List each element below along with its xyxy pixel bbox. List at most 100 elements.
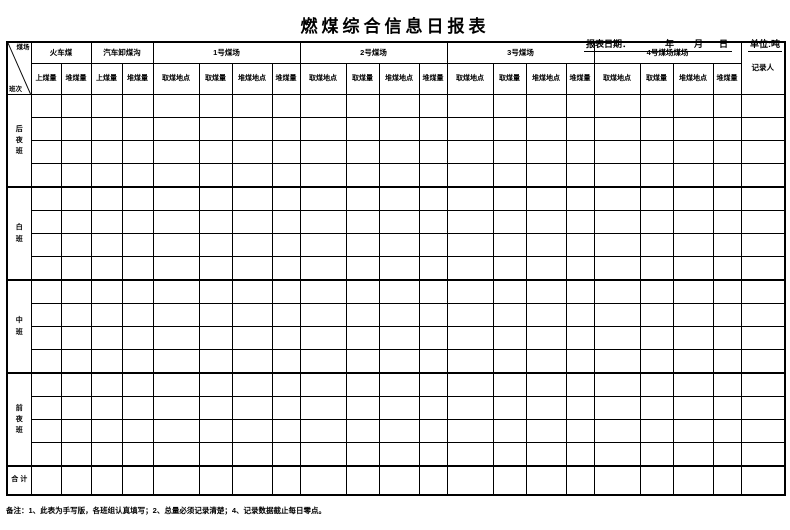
shift-label: 白班 xyxy=(6,186,32,281)
data-cell xyxy=(593,210,641,234)
subheader: 堆煤量 xyxy=(418,63,448,95)
data-cell xyxy=(121,210,154,234)
data-cell xyxy=(525,140,567,164)
data-cell xyxy=(639,256,674,281)
data-cell xyxy=(639,372,674,397)
data-cell xyxy=(299,256,347,281)
data-cell xyxy=(30,279,62,304)
data-cell xyxy=(593,465,641,496)
data-cell xyxy=(418,465,448,496)
data-cell xyxy=(271,163,301,188)
data-cell xyxy=(30,94,62,118)
data-cell xyxy=(446,396,494,420)
data-cell xyxy=(525,186,567,211)
data-cell xyxy=(198,372,233,397)
data-cell xyxy=(231,372,273,397)
data-cell xyxy=(299,303,347,327)
subheader: 上煤量 xyxy=(30,63,62,95)
data-cell xyxy=(152,372,200,397)
data-cell xyxy=(299,94,347,118)
data-cell xyxy=(593,396,641,420)
data-cell xyxy=(30,117,62,141)
subheader: 取煤量 xyxy=(198,63,233,95)
data-cell xyxy=(418,303,448,327)
data-cell xyxy=(299,140,347,164)
data-cell xyxy=(446,303,494,327)
data-cell xyxy=(712,233,742,257)
data-cell xyxy=(740,94,786,118)
data-cell xyxy=(378,94,420,118)
data-cell xyxy=(418,396,448,420)
data-cell xyxy=(60,465,92,496)
data-cell xyxy=(90,279,123,304)
data-cell xyxy=(525,117,567,141)
data-cell xyxy=(152,256,200,281)
data-cell xyxy=(565,140,595,164)
day-label: 日 xyxy=(718,39,728,49)
data-cell xyxy=(418,140,448,164)
data-cell xyxy=(152,349,200,374)
data-cell xyxy=(525,256,567,281)
data-cell xyxy=(198,303,233,327)
data-cell xyxy=(639,279,674,304)
unit-label: 单位:吨 xyxy=(748,37,782,52)
data-cell xyxy=(30,326,62,350)
data-cell xyxy=(565,163,595,188)
data-cell xyxy=(672,465,714,496)
data-cell xyxy=(378,419,420,443)
data-cell xyxy=(378,279,420,304)
subheader: 堆煤量 xyxy=(271,63,301,95)
data-cell xyxy=(672,419,714,443)
data-cell xyxy=(30,163,62,188)
data-cell xyxy=(672,442,714,467)
data-cell xyxy=(30,396,62,420)
data-cell xyxy=(271,140,301,164)
data-cell xyxy=(345,94,380,118)
subheader: 取煤地点 xyxy=(299,63,347,95)
subheader: 堆煤地点 xyxy=(672,63,714,95)
data-cell xyxy=(198,140,233,164)
data-cell xyxy=(30,465,62,496)
data-cell xyxy=(712,186,742,211)
data-cell xyxy=(271,326,301,350)
data-cell xyxy=(565,279,595,304)
data-cell xyxy=(121,419,154,443)
subheader: 取煤地点 xyxy=(446,63,494,95)
data-cell xyxy=(299,210,347,234)
data-cell xyxy=(60,117,92,141)
data-cell xyxy=(345,419,380,443)
data-cell xyxy=(593,442,641,467)
data-cell xyxy=(345,372,380,397)
data-cell xyxy=(198,117,233,141)
data-cell xyxy=(740,396,786,420)
data-cell xyxy=(639,163,674,188)
data-cell xyxy=(672,349,714,374)
data-cell xyxy=(525,303,567,327)
data-cell xyxy=(345,186,380,211)
data-cell xyxy=(672,233,714,257)
data-cell xyxy=(345,256,380,281)
data-cell xyxy=(30,256,62,281)
data-cell xyxy=(525,372,567,397)
data-cell xyxy=(90,140,123,164)
data-cell xyxy=(378,140,420,164)
group-header-train-coal: 火车煤 xyxy=(30,41,92,64)
data-cell xyxy=(593,117,641,141)
data-cell xyxy=(492,303,527,327)
data-cell xyxy=(378,303,420,327)
data-cell xyxy=(121,303,154,327)
data-cell xyxy=(740,349,786,374)
data-cell xyxy=(60,210,92,234)
data-cell xyxy=(418,326,448,350)
report-date-line: 报表日期： 年 月 日 xyxy=(583,37,732,52)
data-cell xyxy=(418,186,448,211)
data-cell xyxy=(231,256,273,281)
data-cell xyxy=(121,186,154,211)
data-cell xyxy=(593,349,641,374)
data-cell xyxy=(639,396,674,420)
data-cell xyxy=(740,465,786,496)
data-cell xyxy=(712,326,742,350)
data-cell xyxy=(446,140,494,164)
data-cell xyxy=(299,163,347,188)
data-cell xyxy=(231,396,273,420)
